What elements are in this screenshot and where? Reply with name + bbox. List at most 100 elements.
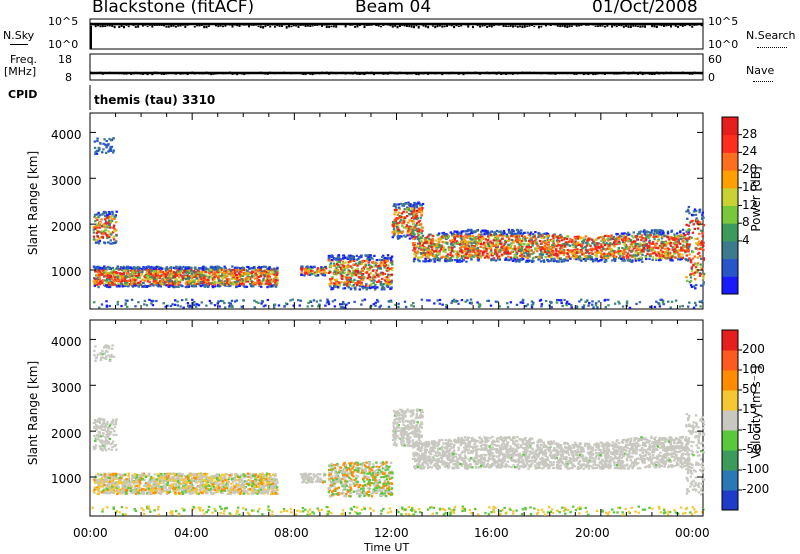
range-cell [639,230,642,233]
range-cell [342,287,345,290]
range-cell [483,241,486,244]
range-cell [365,282,368,286]
range-cell [379,282,382,285]
range-cell [97,285,100,289]
range-cell [651,252,655,255]
range-cell [525,244,529,247]
range-cell [138,281,141,284]
range-cell [200,271,204,274]
range-cell [275,271,279,274]
freq-sample [177,71,180,74]
range-cell [675,235,678,238]
freq-sample [189,72,192,74]
nsky-sample [512,25,515,28]
range-cell [684,250,688,253]
range-cell [661,246,664,249]
range-cell [582,236,585,239]
range-cell [336,265,339,268]
range-cell [130,269,133,272]
range-cell [311,269,314,273]
range-cell [300,265,303,268]
range-cell [540,256,544,259]
nsky-sample [629,25,632,28]
nsky-sample [389,23,392,27]
range-cell [629,239,632,243]
range-cell [93,284,97,287]
range-cell [104,274,107,277]
range-cell [526,236,529,240]
range-cell [371,286,375,289]
range-cell [680,237,684,240]
nsky-sample [290,25,293,28]
freq-sample [311,73,314,76]
freq-sample [615,73,618,75]
range-cell [364,254,368,258]
range-cell [552,250,555,253]
range-cell [231,265,234,268]
range-cell [560,260,563,263]
range-cell [362,266,366,269]
freq-sample [278,72,281,74]
range-cell [438,249,442,252]
range-cell [111,151,115,154]
range-cell [438,240,441,243]
range-cell [336,271,340,274]
range-cell [587,256,590,259]
range-cell [472,245,475,248]
range-cell [314,271,318,274]
range-cell [671,246,674,249]
range-cell [473,244,476,248]
range-cell [207,276,210,279]
range-cell [500,242,503,245]
range-cell [188,281,191,284]
range-cell [525,249,528,252]
range-cell [259,268,262,271]
range-cell [360,274,364,277]
freq-sample [450,71,453,73]
range-cell [394,220,398,224]
range-cell [436,252,440,255]
range-cell [527,239,531,242]
range-cell [104,272,108,276]
nsky-sample [684,24,687,27]
range-cell [98,283,102,286]
range-cell [111,210,114,213]
range-cell [347,265,350,268]
nsky-sample [481,25,484,27]
range-cell [678,255,681,258]
range-cell [380,255,384,259]
range-cell [94,270,97,273]
range-cell [615,255,618,258]
nsky-sample [528,25,531,27]
range-cell [258,271,261,275]
range-cell [572,246,575,249]
range-cell [540,250,543,253]
range-cell [162,275,165,278]
freq-sample [118,73,121,75]
nsky-sample [646,23,649,25]
range-cell [406,231,409,234]
range-cell [97,271,100,274]
range-cell [199,275,202,278]
range-cell [349,260,352,263]
range-cell [377,280,381,283]
range-cell [473,241,476,244]
range-cell [654,245,657,248]
range-cell [455,230,459,234]
range-cell [557,260,560,263]
range-cell [346,284,349,287]
range-cell [455,259,459,262]
nsky-sample [509,25,512,27]
range-cell [658,244,662,247]
range-cell [627,240,630,243]
range-cell [107,211,111,214]
range-cell [454,242,457,245]
range-cell [485,244,488,247]
range-cell [474,254,478,257]
nsky-sample [587,23,590,26]
range-cell [430,245,433,249]
range-cell [387,269,390,272]
range-cell [237,272,241,275]
nsky-sample [330,25,333,28]
range-cell [543,244,547,247]
